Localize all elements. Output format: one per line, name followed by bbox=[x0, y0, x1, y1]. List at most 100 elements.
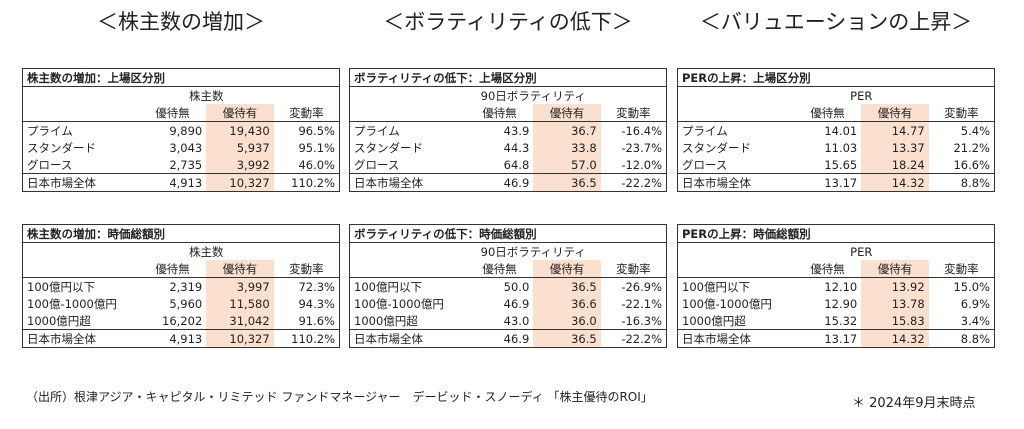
table-title: ボラティリティの低下：上場区分別 bbox=[350, 69, 666, 87]
cell-value: 14.32 bbox=[861, 329, 929, 347]
cell-value: -16.3% bbox=[621, 313, 662, 328]
column-header: 変動率 bbox=[928, 104, 994, 122]
cell-value: 3,043 bbox=[169, 140, 203, 155]
note: ＊ 2024年9月末時点 bbox=[852, 396, 976, 411]
header-row: 優待無 優待有 変動率 bbox=[23, 260, 339, 278]
cell-value: 13.17 bbox=[793, 329, 862, 347]
row-label: グロース bbox=[354, 157, 400, 172]
data-table: ボラティリティの低下：上場区分別 90日ボラティリティ 優待無 優待有 変動率 プライム 4… bbox=[349, 68, 667, 192]
cell-value: 94.3% bbox=[298, 296, 335, 311]
cell-value: 91.6% bbox=[298, 313, 335, 328]
row-label: プライム bbox=[354, 123, 400, 138]
cell-value: 57.0 bbox=[533, 156, 601, 174]
column-header: 優待有 bbox=[206, 260, 274, 278]
column-header: 変動率 bbox=[928, 260, 994, 278]
data-row: グロース 2,735 3,992 46.0% bbox=[23, 156, 339, 174]
data-row: 1000億円超 43.0 36.0 -16.3% bbox=[350, 312, 666, 330]
title-row: 株主数の増加：上場区分別 bbox=[23, 69, 339, 87]
data-row: スタンダード 44.3 33.8 -23.7% bbox=[350, 139, 666, 156]
data-row: 日本市場全体 13.17 14.32 8.8% bbox=[678, 329, 994, 347]
table-grid: ボラティリティの低下：時価総額別 90日ボラティリティ 優待無 優待有 変動率 100億円… bbox=[350, 225, 666, 347]
cell-value: 18.24 bbox=[861, 156, 929, 174]
cell-value: 12.90 bbox=[824, 296, 858, 311]
section-heading: ＜株主数の増加＞ bbox=[97, 10, 265, 34]
metric-label: 90日ボラティリティ bbox=[480, 244, 586, 259]
cell-value: 2,319 bbox=[169, 279, 203, 294]
table-grid: PERの上昇：時価総額別 PER 優待無 優待有 変動率 100億円以下 12.10 13.9… bbox=[678, 225, 994, 347]
row-label: 100億円以下 bbox=[27, 279, 95, 294]
table-title: ボラティリティの低下：時価総額別 bbox=[350, 225, 666, 243]
data-row: 1000億円超 16,202 31,042 91.6% bbox=[23, 312, 339, 330]
data-table: 株主数の増加：時価総額別 株主数 優待無 優待有 変動率 100億円以下 2,319 3,99… bbox=[22, 224, 340, 348]
column-header: 優待無 bbox=[793, 260, 862, 278]
data-row: プライム 43.9 36.7 -16.4% bbox=[350, 121, 666, 139]
row-label: プライム bbox=[27, 123, 73, 138]
blank-cell bbox=[23, 87, 139, 105]
row-label: 1000億円超 bbox=[354, 313, 418, 328]
row-label: 日本市場全体 bbox=[678, 173, 794, 191]
blank-cell bbox=[350, 87, 466, 105]
cell-value: 13.78 bbox=[861, 295, 929, 312]
cell-value: 36.5 bbox=[533, 329, 601, 347]
metric-row: 90日ボラティリティ bbox=[350, 243, 666, 261]
section-heading: ＜バリュエーションの上昇＞ bbox=[699, 10, 973, 34]
cell-value: 64.8 bbox=[503, 157, 530, 172]
metric-row: 株主数 bbox=[23, 87, 339, 105]
blank-cell bbox=[678, 243, 794, 261]
data-row: グロース 15.65 18.24 16.6% bbox=[678, 156, 994, 174]
blank-cell bbox=[350, 260, 466, 278]
metric-row: PER bbox=[678, 87, 994, 105]
row-label: 日本市場全体 bbox=[23, 173, 139, 191]
cell-value: 4,913 bbox=[138, 173, 207, 191]
cell-value: 14.01 bbox=[824, 123, 858, 138]
cell-value: 11.03 bbox=[824, 140, 858, 155]
data-table: PERの上昇：時価総額別 PER 優待無 優待有 変動率 100億円以下 12.10 13.9… bbox=[677, 224, 995, 348]
metric-label: 株主数 bbox=[189, 244, 224, 259]
cell-value: 14.32 bbox=[861, 173, 929, 191]
blank-cell bbox=[23, 243, 139, 261]
title-row: PERの上昇：時価総額別 bbox=[678, 225, 994, 243]
table-grid: PERの上昇：上場区分別 PER 優待無 優待有 変動率 プライム 14.01 14.77 5.… bbox=[678, 69, 994, 191]
table-grid: ボラティリティの低下：上場区分別 90日ボラティリティ 優待無 優待有 変動率 プライム 4… bbox=[350, 69, 666, 191]
cell-value: 46.0% bbox=[298, 157, 335, 172]
cell-value: 14.77 bbox=[861, 121, 929, 139]
cell-value: 31,042 bbox=[206, 312, 274, 330]
title-row: PERの上昇：上場区分別 bbox=[678, 69, 994, 87]
column-header: 優待無 bbox=[465, 104, 534, 122]
blank-cell bbox=[274, 243, 339, 261]
data-row: スタンダード 11.03 13.37 21.2% bbox=[678, 139, 994, 156]
data-row: グロース 64.8 57.0 -12.0% bbox=[350, 156, 666, 174]
cell-value: 44.3 bbox=[503, 140, 530, 155]
data-row: 100億-1000億円 5,960 11,580 94.3% bbox=[23, 295, 339, 312]
column-header: 優待無 bbox=[138, 260, 207, 278]
cell-value: 5,960 bbox=[169, 296, 203, 311]
cell-value: 13.17 bbox=[793, 173, 862, 191]
metric-row: 株主数 bbox=[23, 243, 339, 261]
blank-cell bbox=[601, 87, 666, 105]
data-row: スタンダード 3,043 5,937 95.1% bbox=[23, 139, 339, 156]
metric-row: PER bbox=[678, 243, 994, 261]
cell-value: 13.37 bbox=[861, 139, 929, 156]
table-title: PERの上昇：上場区分別 bbox=[678, 69, 994, 87]
cell-value: 13.92 bbox=[861, 277, 929, 295]
table-grid: 株主数の増加：時価総額別 株主数 優待無 優待有 変動率 100億円以下 2,319 3,99… bbox=[23, 225, 339, 347]
row-label: 日本市場全体 bbox=[678, 329, 794, 347]
cell-value: -22.2% bbox=[600, 329, 666, 347]
cell-value: -16.4% bbox=[621, 123, 662, 138]
row-label: スタンダード bbox=[354, 140, 423, 155]
data-row: 100億円以下 2,319 3,997 72.3% bbox=[23, 277, 339, 295]
column-header: 優待無 bbox=[138, 104, 207, 122]
cell-value: 96.5% bbox=[298, 123, 335, 138]
data-row: 100億円以下 50.0 36.5 -26.9% bbox=[350, 277, 666, 295]
cell-value: 15.83 bbox=[861, 312, 929, 330]
cell-value: 36.0 bbox=[533, 312, 601, 330]
cell-value: 11,580 bbox=[206, 295, 274, 312]
cell-value: -12.0% bbox=[621, 157, 662, 172]
blank-cell bbox=[929, 87, 994, 105]
cell-value: 16.6% bbox=[953, 157, 990, 172]
row-label: プライム bbox=[682, 123, 728, 138]
column-header: 優待有 bbox=[533, 260, 601, 278]
row-label: 日本市場全体 bbox=[23, 329, 139, 347]
cell-value: 15.0% bbox=[953, 279, 990, 294]
cell-value: 36.7 bbox=[533, 121, 601, 139]
